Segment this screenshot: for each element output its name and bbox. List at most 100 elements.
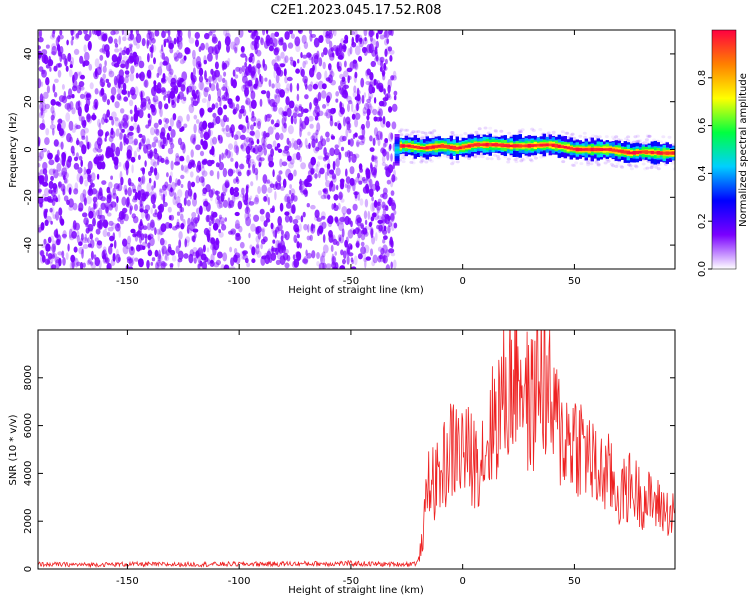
heatmap-cell — [214, 197, 219, 205]
heatmap-cell — [185, 239, 190, 247]
heatmap-cell — [125, 138, 129, 145]
heatmap-cell — [54, 78, 59, 84]
heatmap-cell — [259, 98, 263, 107]
heatmap-cell — [193, 123, 197, 134]
heatmap-cell — [84, 91, 89, 101]
heatmap-cell — [230, 229, 236, 236]
heatmap-cell — [667, 135, 672, 139]
heatmap-cell — [266, 143, 273, 150]
heatmap-cell — [647, 151, 651, 154]
heatmap-cell — [167, 41, 174, 47]
heatmap-cell — [218, 203, 224, 208]
heatmap-cell — [599, 148, 603, 151]
heatmap-cell — [90, 207, 95, 214]
heatmap-cell — [518, 130, 522, 134]
heatmap-cell — [256, 118, 262, 127]
heatmap-cell — [322, 251, 326, 258]
heatmap-cell — [507, 131, 512, 135]
heatmap-cell — [355, 139, 360, 148]
heatmap-cell — [105, 206, 109, 214]
heatmap-cell — [59, 30, 63, 36]
heatmap-cell — [87, 243, 92, 248]
heatmap-cell — [192, 57, 197, 67]
heatmap-cell — [76, 84, 82, 94]
heatmap-cell — [195, 39, 199, 47]
heatmap-cell — [38, 189, 42, 195]
heatmap-cell — [190, 171, 194, 178]
heatmap-cell — [340, 182, 345, 190]
heatmap-cell — [62, 174, 66, 181]
heatmap-cell — [380, 251, 383, 256]
heatmap-cell — [260, 37, 264, 46]
heatmap-cell — [98, 187, 103, 197]
heatmap-cell — [459, 133, 463, 137]
heatmap-cell — [111, 111, 117, 119]
heatmap-cell — [118, 35, 121, 45]
heatmap-cell — [241, 125, 247, 134]
heatmap-cell — [158, 100, 163, 110]
heatmap-cell — [164, 255, 170, 262]
heatmap-cell — [126, 256, 132, 261]
heatmap-cell — [68, 198, 74, 208]
heatmap-cell — [343, 116, 346, 127]
heatmap-cell — [643, 167, 648, 171]
heatmap-cell — [197, 247, 204, 257]
heatmap-cell — [619, 164, 624, 168]
heatmap-cell — [168, 64, 172, 75]
heatmap-cell — [235, 130, 242, 140]
heatmap-cell — [606, 159, 611, 163]
heatmap-cell — [604, 135, 609, 139]
heatmap-cell — [50, 261, 53, 269]
heatmap-cell — [594, 160, 599, 164]
heatmap-cell — [311, 250, 316, 259]
heatmap-cell — [63, 56, 69, 65]
heatmap-cell — [225, 30, 230, 38]
heatmap-cell — [244, 71, 248, 78]
heatmap-cell — [147, 242, 151, 249]
heatmap-cell — [584, 148, 588, 151]
heatmap-cell — [260, 243, 263, 250]
heatmap-cell — [88, 63, 93, 71]
heatmap-cell — [52, 83, 56, 93]
heatmap-cell — [177, 189, 183, 198]
heatmap-cell — [129, 33, 135, 40]
heatmap-cell — [326, 91, 333, 101]
heatmap-cell — [518, 130, 523, 134]
heatmap-cell — [205, 42, 209, 50]
heatmap-cell — [551, 143, 555, 147]
heatmap-cell — [315, 129, 319, 136]
heatmap-cell — [220, 118, 226, 128]
x-tick-label: -50 — [343, 576, 359, 587]
heatmap-cell — [647, 134, 652, 138]
heatmap-cell — [603, 161, 608, 165]
heatmap-cell — [142, 225, 148, 230]
heatmap-cell — [288, 162, 294, 169]
heatmap-cell — [361, 46, 367, 54]
heatmap-cell — [79, 192, 85, 203]
heatmap-cell — [299, 223, 302, 232]
heatmap-cell — [241, 84, 247, 92]
x-tick-label: -100 — [228, 276, 251, 287]
heatmap-cell — [370, 60, 376, 68]
heatmap-cell — [253, 83, 258, 89]
heatmap-cell — [514, 157, 519, 161]
heatmap-cell — [251, 247, 257, 256]
heatmap-cell — [312, 132, 318, 142]
heatmap-cell — [198, 46, 202, 53]
heatmap-cell — [94, 58, 100, 68]
heatmap-cell — [538, 128, 543, 131]
heatmap-cell — [302, 211, 306, 218]
heatmap-cell — [169, 249, 176, 256]
heatmap-cell — [254, 226, 258, 234]
heatmap-cell — [387, 225, 391, 234]
heatmap-cell — [246, 120, 250, 130]
heatmap-cell — [385, 264, 391, 269]
heatmap-cell — [365, 72, 370, 80]
heatmap-cell — [279, 63, 286, 68]
heatmap-cell — [399, 133, 404, 137]
heatmap-cell — [46, 85, 51, 94]
heatmap-cell — [162, 184, 167, 191]
heatmap-cell — [187, 217, 191, 227]
heatmap-cell — [224, 32, 231, 40]
